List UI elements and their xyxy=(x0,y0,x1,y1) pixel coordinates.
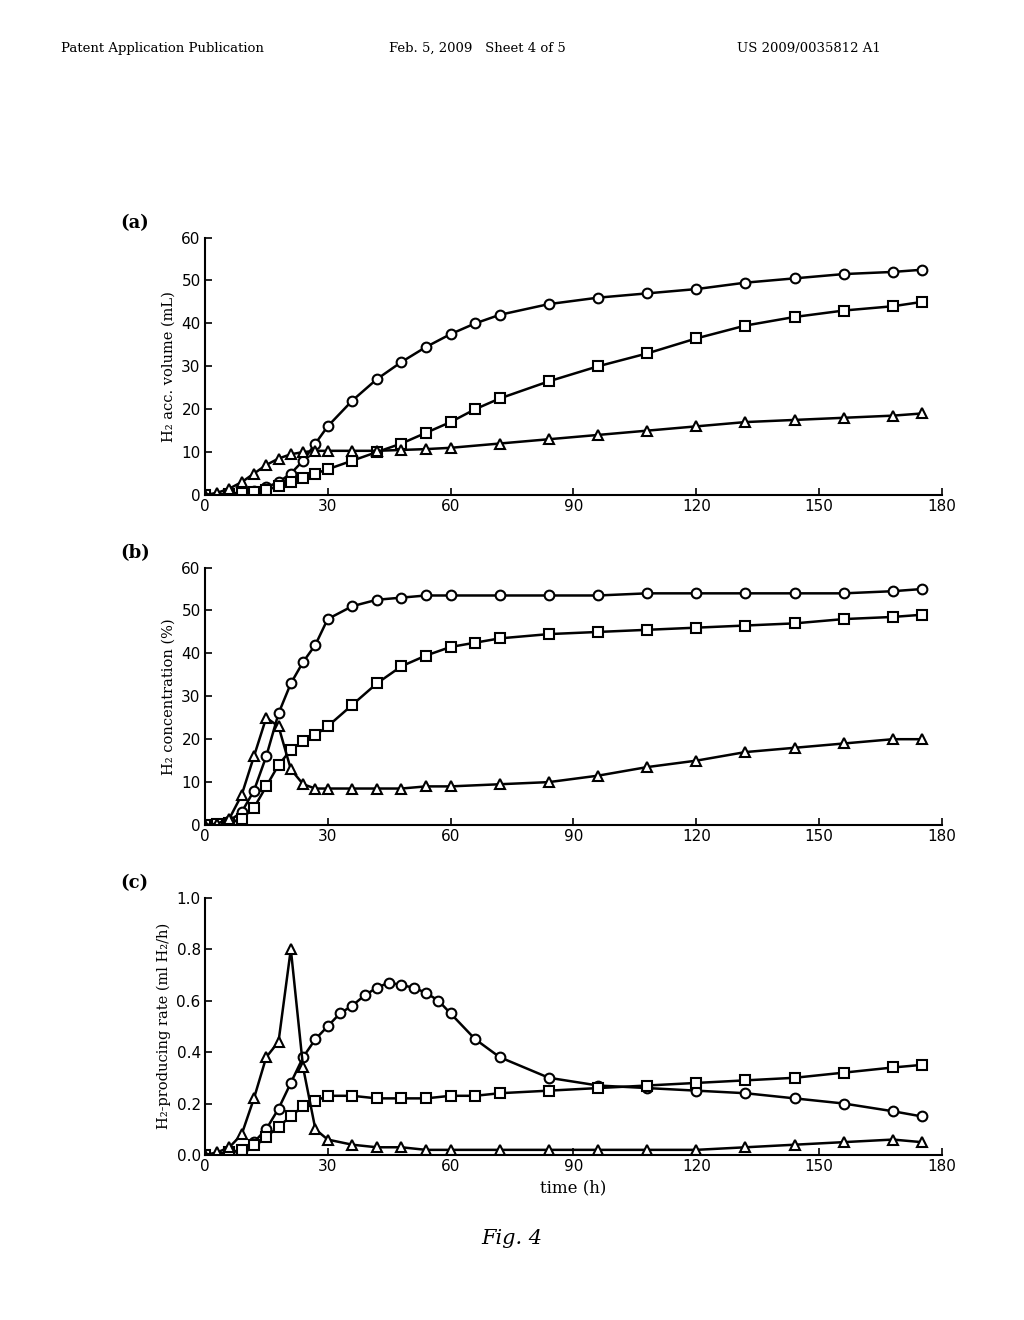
Text: Patent Application Publication: Patent Application Publication xyxy=(61,42,264,55)
Text: (c): (c) xyxy=(120,874,148,892)
Text: (b): (b) xyxy=(120,544,150,562)
Text: (a): (a) xyxy=(120,214,148,232)
Text: US 2009/0035812 A1: US 2009/0035812 A1 xyxy=(737,42,881,55)
X-axis label: time (h): time (h) xyxy=(541,1180,606,1197)
Text: Feb. 5, 2009   Sheet 4 of 5: Feb. 5, 2009 Sheet 4 of 5 xyxy=(389,42,566,55)
Y-axis label: H₂-producing rate (ml H₂/h): H₂-producing rate (ml H₂/h) xyxy=(157,923,171,1130)
Text: Fig. 4: Fig. 4 xyxy=(481,1229,543,1247)
Y-axis label: H₂ acc. volume (mL): H₂ acc. volume (mL) xyxy=(162,290,176,442)
Y-axis label: H₂ concentration (%): H₂ concentration (%) xyxy=(162,618,176,775)
